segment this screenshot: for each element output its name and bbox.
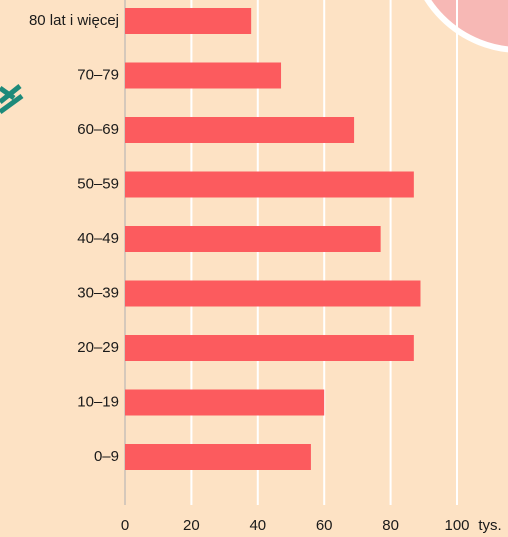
x-tick-label: 80: [382, 517, 399, 534]
bar: [125, 280, 421, 307]
x-tick-label: 40: [249, 517, 266, 534]
x-tick-label: 0: [121, 517, 129, 534]
y-tick-label: 60–69: [77, 121, 119, 138]
bar: [125, 8, 252, 34]
x-tick-label: 20: [183, 517, 200, 534]
y-tick-label: 40–49: [77, 230, 119, 247]
y-tick-label: 80 lat i więcej: [29, 12, 119, 29]
y-tick-label: 30–39: [77, 284, 119, 301]
x-axis-unit: tys.: [478, 517, 501, 534]
y-tick-label: 20–29: [77, 339, 119, 356]
bar: [125, 171, 414, 198]
bar: [125, 335, 414, 361]
x-tick-label: 60: [316, 517, 333, 534]
bar: [125, 62, 282, 89]
decor-arrow: [0, 84, 24, 115]
x-tick-label: 100: [444, 517, 469, 534]
bar: [125, 117, 355, 143]
y-tick-label: 50–59: [77, 175, 119, 192]
y-tick-label: 0–9: [94, 448, 119, 465]
y-tick-label: 10–19: [77, 393, 119, 410]
decor-circle: [424, 0, 508, 53]
bar: [125, 389, 325, 416]
y-tick-label: 70–79: [77, 66, 119, 83]
bar: [125, 444, 311, 470]
bar: [125, 226, 381, 252]
